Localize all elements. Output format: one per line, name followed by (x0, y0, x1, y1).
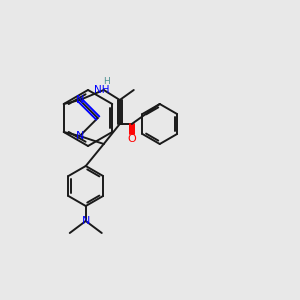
Text: O: O (128, 134, 136, 144)
Text: N: N (76, 131, 84, 141)
Text: NH: NH (94, 85, 110, 95)
Text: N: N (82, 216, 90, 226)
Text: H: H (103, 77, 110, 86)
Text: N: N (76, 95, 84, 105)
